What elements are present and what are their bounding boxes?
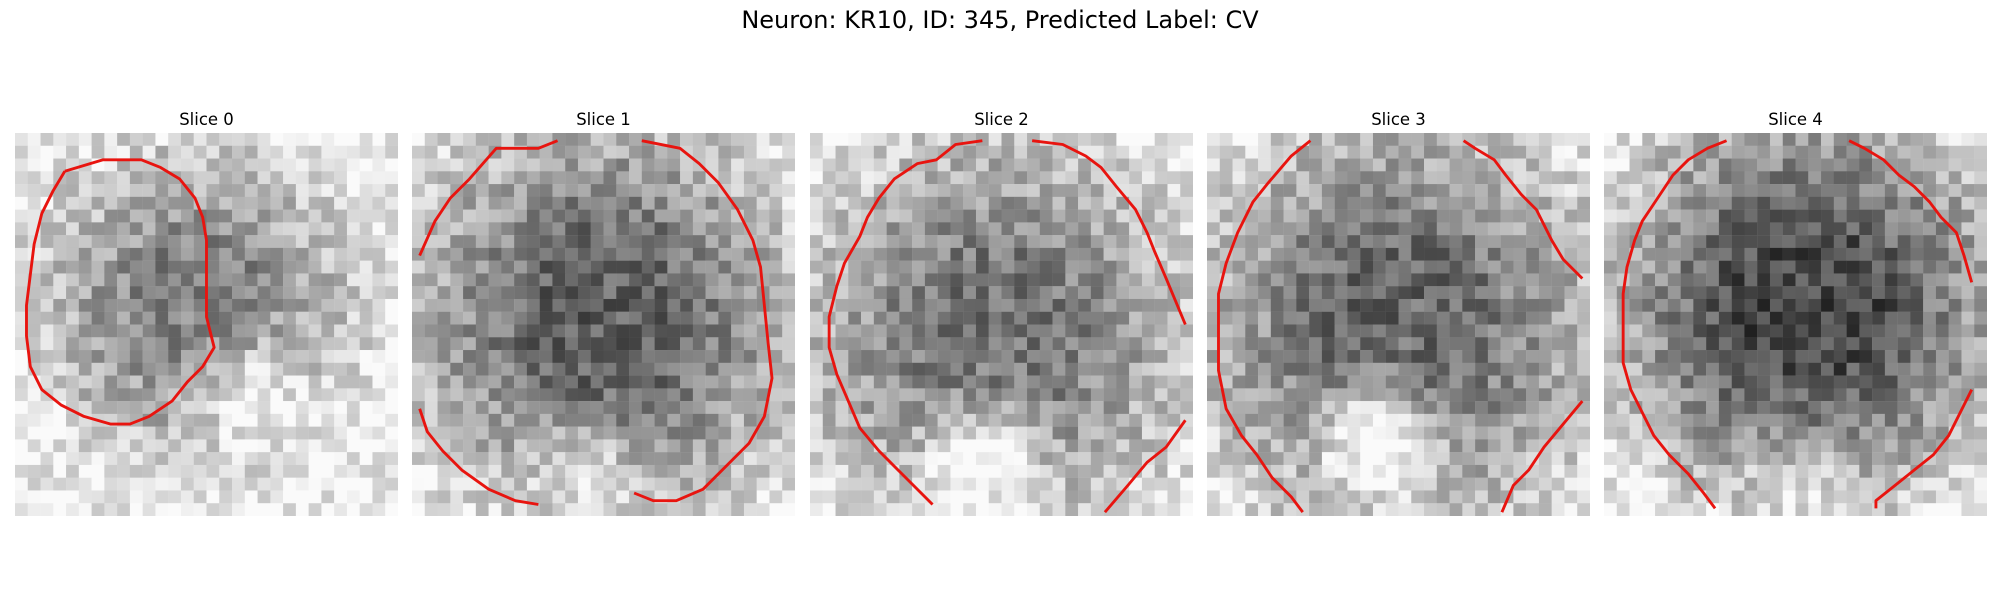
slice-pixel-grid-2 — [810, 133, 1193, 516]
contour-3b — [1462, 139, 1584, 280]
slice-panel-0: Slice 0 — [15, 107, 398, 516]
slice-panel-2: Slice 2 — [810, 107, 1193, 516]
contour-2a — [827, 139, 983, 506]
contour-0 — [25, 158, 216, 426]
slice-image-1 — [412, 133, 795, 516]
contour-2b — [1031, 139, 1187, 326]
slice-title-2: Slice 2 — [974, 110, 1029, 129]
slice-pixel-grid-4 — [1604, 133, 1987, 516]
slice-title-4: Slice 4 — [1768, 110, 1823, 129]
slice-pixel-grid-1 — [412, 133, 795, 516]
contour-1c — [418, 408, 539, 506]
slice-panel-4: Slice 4 — [1604, 107, 1987, 516]
contour-3c — [1500, 400, 1584, 513]
contour-4a — [1621, 139, 1728, 510]
slice-image-4 — [1604, 133, 1987, 516]
slice-image-0 — [15, 133, 398, 516]
figure-title: Neuron: KR10, ID: 345, Predicted Label: … — [741, 6, 1259, 34]
contour-4b — [1848, 139, 1974, 283]
slice-pixel-grid-0 — [15, 133, 398, 516]
slice-panel-3: Slice 3 — [1207, 107, 1590, 516]
slice-title-0: Slice 0 — [179, 110, 234, 129]
contour-1b — [633, 139, 774, 503]
contour-2c — [1103, 419, 1187, 514]
contour-4c — [1874, 388, 1973, 509]
contour-3a — [1217, 139, 1312, 514]
slice-title-3: Slice 3 — [1371, 110, 1426, 129]
slice-panel-1: Slice 1 — [412, 107, 795, 516]
contour-1a — [418, 139, 559, 257]
slice-image-3 — [1207, 133, 1590, 516]
slice-title-1: Slice 1 — [576, 110, 631, 129]
slice-image-2 — [810, 133, 1193, 516]
slice-pixel-grid-3 — [1207, 133, 1590, 516]
